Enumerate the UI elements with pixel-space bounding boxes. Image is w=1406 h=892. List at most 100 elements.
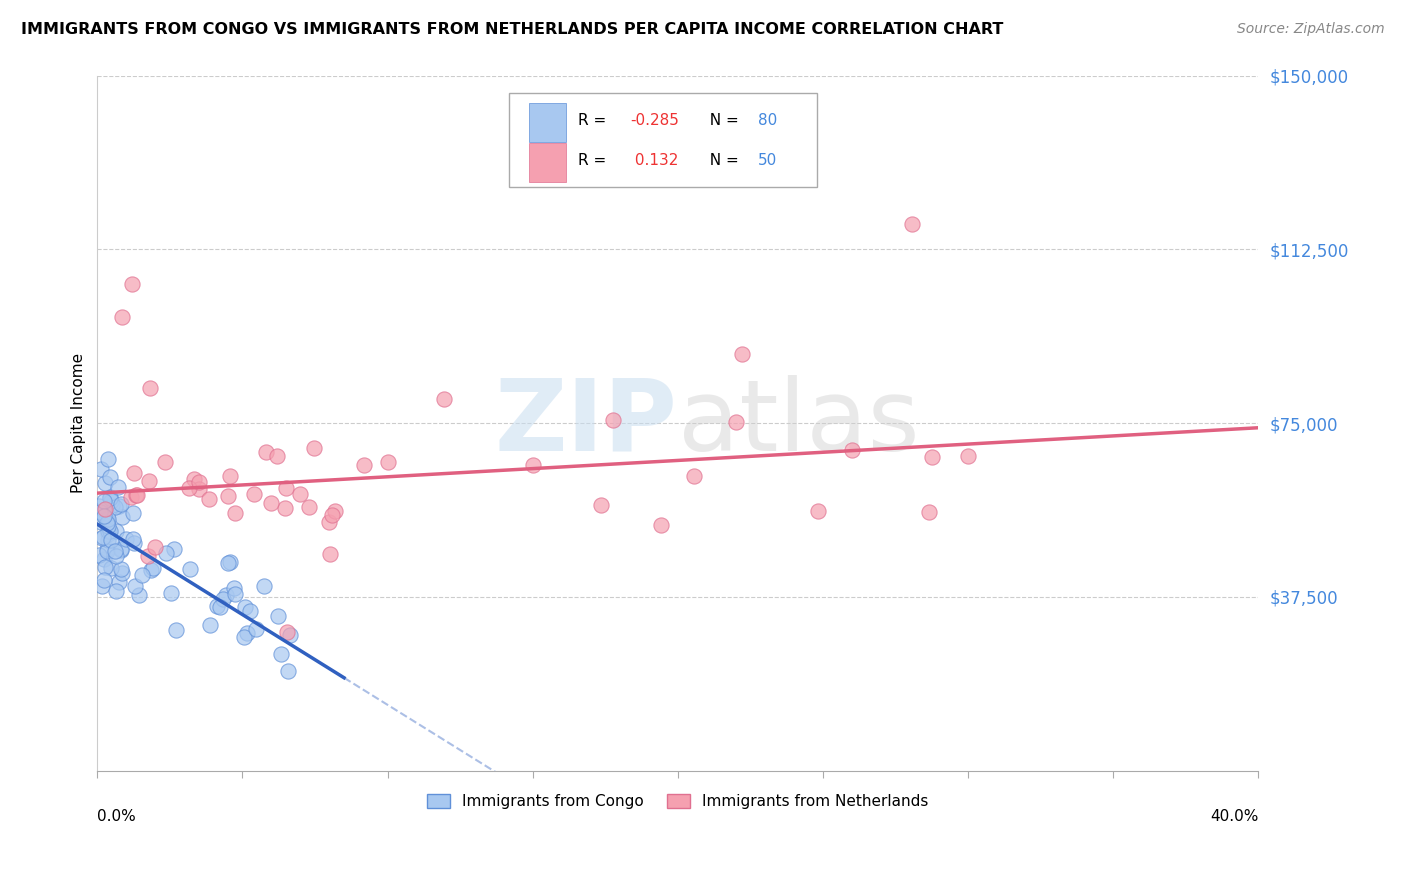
Point bbox=[125, 488, 148, 502]
Point bbox=[125, 488, 148, 502]
Point bbox=[115, 532, 138, 546]
Point bbox=[124, 466, 146, 480]
Point bbox=[235, 625, 257, 640]
Point bbox=[138, 474, 160, 488]
Point bbox=[110, 562, 132, 576]
Point bbox=[731, 346, 754, 360]
Point bbox=[921, 450, 943, 465]
Point bbox=[280, 628, 302, 642]
Point bbox=[224, 587, 246, 601]
Point bbox=[650, 518, 672, 533]
Text: R =: R = bbox=[578, 153, 612, 169]
Point bbox=[274, 501, 297, 516]
Text: -0.285: -0.285 bbox=[630, 113, 679, 128]
Point bbox=[120, 490, 142, 504]
Point bbox=[323, 504, 346, 518]
Point bbox=[217, 489, 239, 503]
Point bbox=[122, 533, 145, 547]
Point bbox=[97, 512, 120, 526]
Point bbox=[212, 591, 235, 606]
Point bbox=[433, 392, 456, 406]
Point bbox=[277, 664, 299, 678]
Point bbox=[139, 381, 162, 395]
Point bbox=[208, 600, 231, 615]
Point bbox=[163, 542, 186, 557]
Point bbox=[110, 497, 132, 511]
Point bbox=[98, 491, 121, 505]
Point bbox=[233, 600, 256, 615]
Point bbox=[302, 442, 325, 456]
Point bbox=[124, 579, 146, 593]
Text: N =: N = bbox=[700, 113, 744, 128]
Point bbox=[87, 549, 110, 563]
Point bbox=[104, 549, 127, 563]
Point bbox=[183, 473, 205, 487]
Point bbox=[318, 547, 340, 561]
Point bbox=[233, 630, 256, 644]
Point bbox=[266, 449, 288, 463]
Point bbox=[100, 533, 122, 548]
Point bbox=[724, 415, 747, 429]
Text: 0.0%: 0.0% bbox=[97, 809, 136, 824]
Point bbox=[187, 475, 209, 489]
Point bbox=[353, 458, 375, 473]
Point bbox=[254, 444, 277, 458]
Point bbox=[121, 507, 143, 521]
Point bbox=[142, 561, 165, 575]
Point bbox=[807, 504, 830, 518]
Point bbox=[89, 505, 111, 519]
Point bbox=[89, 499, 111, 513]
FancyBboxPatch shape bbox=[509, 93, 817, 186]
Point bbox=[105, 524, 128, 538]
Point bbox=[104, 500, 127, 514]
Point bbox=[94, 501, 117, 516]
Point bbox=[110, 510, 132, 524]
Point bbox=[136, 549, 159, 563]
Point bbox=[93, 559, 115, 574]
Point bbox=[602, 413, 624, 427]
Text: 40.0%: 40.0% bbox=[1211, 809, 1258, 824]
Point bbox=[841, 443, 863, 458]
Point bbox=[218, 555, 240, 569]
Point bbox=[101, 498, 124, 512]
Text: 80: 80 bbox=[758, 113, 778, 128]
Point bbox=[267, 608, 290, 623]
Point bbox=[165, 623, 187, 637]
Point bbox=[215, 589, 238, 603]
Point bbox=[177, 481, 200, 495]
Point bbox=[104, 543, 127, 558]
Point bbox=[145, 540, 167, 554]
Text: R =: R = bbox=[578, 113, 612, 128]
Point bbox=[94, 512, 117, 526]
Point bbox=[159, 586, 181, 600]
Point bbox=[93, 508, 115, 523]
Point bbox=[111, 310, 134, 324]
Point bbox=[100, 561, 122, 575]
Point bbox=[128, 588, 150, 602]
Point bbox=[110, 543, 132, 558]
Point bbox=[274, 481, 297, 495]
Text: Source: ZipAtlas.com: Source: ZipAtlas.com bbox=[1237, 22, 1385, 37]
Point bbox=[253, 579, 276, 593]
Point bbox=[245, 622, 267, 636]
Point bbox=[224, 582, 246, 596]
Point bbox=[97, 527, 120, 541]
Point bbox=[224, 506, 246, 520]
Point bbox=[683, 469, 706, 483]
Point bbox=[198, 618, 221, 632]
Point bbox=[219, 469, 242, 483]
Point bbox=[321, 508, 343, 523]
Point bbox=[522, 458, 544, 473]
Point bbox=[111, 566, 134, 581]
Text: N =: N = bbox=[700, 153, 744, 169]
Point bbox=[957, 449, 980, 463]
Point bbox=[298, 500, 321, 514]
Text: 0.132: 0.132 bbox=[630, 153, 679, 169]
Point bbox=[90, 515, 112, 529]
Point bbox=[104, 583, 127, 598]
Point bbox=[93, 551, 115, 566]
Point bbox=[98, 490, 121, 504]
Point bbox=[239, 604, 262, 618]
Point bbox=[90, 461, 112, 475]
Point bbox=[124, 536, 146, 550]
